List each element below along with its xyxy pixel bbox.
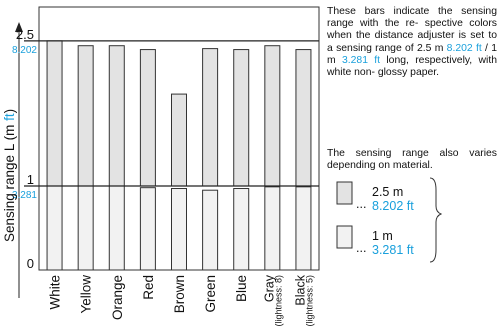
bar-2-5m-orange	[108, 45, 125, 187]
bar-1m-orange	[108, 185, 125, 271]
bar-1m-red	[139, 187, 156, 271]
y-tick-label-2.5: 2.5	[16, 27, 34, 42]
bar-1m-yellow	[77, 185, 94, 271]
y-axis-title: Sensing range L (m ft)	[2, 109, 17, 242]
legend-label-2-5m: 2.5 m	[372, 185, 404, 199]
bar-2-5m-gray	[264, 45, 281, 187]
y-tick-ft-label-2.5: 8.202	[12, 45, 37, 56]
x-tick-label-blue: Blue	[234, 275, 249, 302]
legend-swatch-2-5m	[336, 181, 353, 205]
legend-dots-1: ...	[356, 197, 367, 211]
bar-2-5m-brown	[171, 93, 187, 187]
x-tick-sublabel-black: (lightness: 5)	[304, 275, 314, 327]
x-tick-label-white: White	[48, 275, 63, 310]
bar-2-5m-red	[139, 49, 156, 187]
x-tick-label-green: Green	[203, 275, 218, 313]
legend-label-3-281ft: 3.281 ft	[372, 243, 414, 257]
legend-dots-2: ...	[356, 241, 367, 255]
bar-2-5m-blue	[233, 49, 250, 187]
x-tick-label-yellow: Yellow	[79, 275, 94, 314]
material-note: The sensing range also varies depending …	[327, 148, 497, 172]
x-tick-label-orange: Orange	[110, 275, 125, 320]
bar-2-5m-green	[202, 48, 219, 187]
bar-1m-blue	[233, 188, 250, 271]
legend-graphics	[336, 177, 442, 263]
legend-label-1m: 1 m	[372, 229, 393, 243]
legend-swatch-1m	[336, 225, 353, 249]
bar-2-5m-yellow	[77, 45, 94, 187]
chart-description: These bars indicate the sensing range wi…	[327, 6, 497, 79]
bar-1m-green	[202, 189, 219, 271]
y-tick-ft-label-1: 3.281	[12, 190, 37, 201]
bar-2-5m-black	[295, 49, 312, 187]
y-axis-arrowhead	[15, 22, 23, 32]
y-tick-label-0: 0	[27, 256, 34, 271]
x-tick-label-black: Black	[293, 274, 307, 305]
bar-1m-gray	[264, 186, 281, 271]
x-tick-sublabel-gray: (lightness: 8)	[273, 275, 283, 327]
bar-2-5m-white	[46, 40, 63, 187]
y-tick-label-1: 1	[27, 172, 34, 187]
bar-1m-black	[295, 186, 312, 271]
bar-1m-white	[46, 185, 63, 271]
bar-1m-brown	[171, 188, 187, 271]
x-tick-label-brown: Brown	[172, 275, 187, 313]
x-tick-label-red: Red	[141, 275, 156, 300]
x-tick-label-gray: Gray	[262, 274, 276, 302]
legend-brace	[429, 177, 442, 263]
legend-label-8-202ft: 8.202 ft	[372, 199, 414, 213]
